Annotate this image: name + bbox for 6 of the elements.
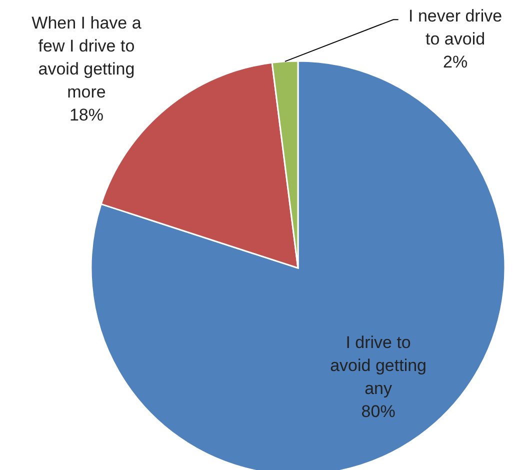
data-label: 18%: [69, 106, 104, 126]
data-label: 2%: [443, 52, 468, 72]
slice-label: I never drive to avoid: [408, 6, 502, 49]
slice-label: When I have a few I drive to avoid getting more: [32, 14, 142, 102]
slice-label: I drive to avoid getting any: [330, 334, 427, 399]
data-label: 80%: [361, 402, 396, 422]
